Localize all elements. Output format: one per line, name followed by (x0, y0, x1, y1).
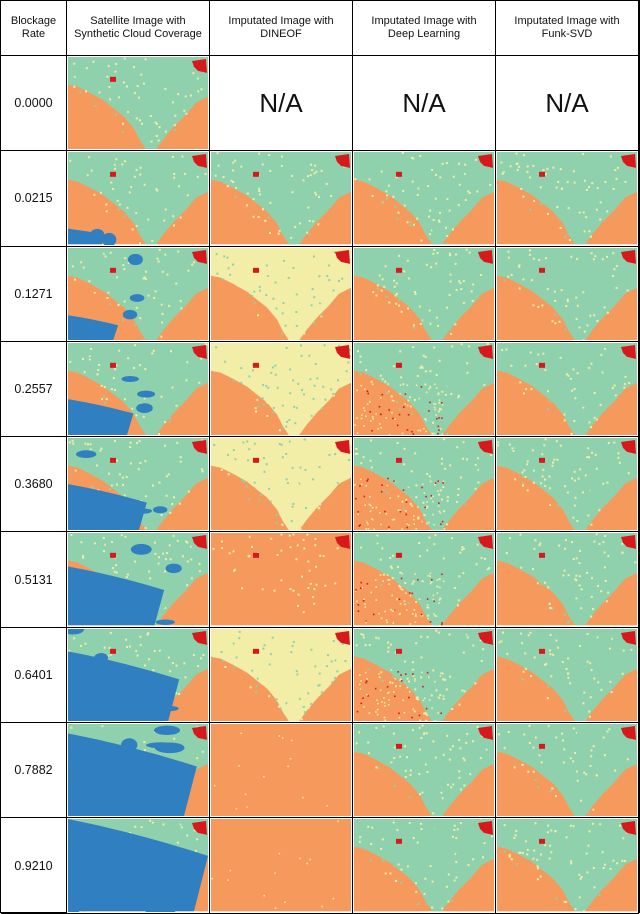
blockage-rate-value: 0.6401 (1, 627, 67, 724)
funk-svd-image-graphic (497, 533, 637, 626)
deep-learning-image (353, 627, 496, 724)
funk-svd-image (496, 818, 639, 914)
header-blockage-rate: Blockage Rate (1, 1, 67, 56)
dineof-image-graphic (211, 819, 351, 912)
funk-svd-image (496, 627, 639, 724)
funk-svd-image-graphic (497, 247, 637, 340)
satellite-map-graphic (68, 57, 208, 150)
dineof-image-graphic (211, 438, 351, 531)
satellite-map-graphic (68, 342, 208, 436)
blockage-rate-value: 0.2557 (1, 341, 67, 438)
satellite-image (67, 627, 210, 724)
funk-svd-image (496, 246, 639, 342)
satellite-map-graphic (68, 819, 208, 912)
blockage-rate-value: 0.0000 (1, 56, 67, 152)
dineof-image-graphic (211, 533, 351, 626)
dineof-image (210, 437, 353, 533)
deep-learning-image (353, 532, 496, 628)
satellite-map-graphic (68, 247, 208, 340)
satellite-image (67, 437, 210, 533)
funk-svd-image (496, 437, 639, 533)
blockage-rate-value: 0.5131 (1, 532, 67, 628)
dineof-image-graphic (211, 247, 351, 340)
deep-learning-image-graphic (354, 247, 494, 340)
funk-svd-image-graphic (497, 342, 637, 436)
dineof-image-graphic (211, 628, 351, 722)
dineof-image-graphic (211, 342, 351, 436)
header-funk-svd: Imputated Image with Funk-SVD (496, 1, 639, 56)
deep-learning-image-graphic (354, 819, 494, 912)
satellite-map-graphic (68, 533, 208, 626)
dineof-image-graphic (211, 152, 351, 245)
funk-svd-image-na: N/A (496, 56, 639, 152)
deep-learning-image (353, 723, 496, 819)
satellite-image (67, 151, 210, 247)
satellite-map-graphic (68, 152, 208, 245)
deep-learning-image (353, 151, 496, 247)
deep-learning-image-graphic (354, 628, 494, 722)
blockage-rate-value: 0.9210 (1, 818, 67, 914)
deep-learning-image (353, 246, 496, 342)
dineof-image (210, 818, 353, 914)
funk-svd-image (496, 723, 639, 819)
dineof-image (210, 246, 353, 342)
blockage-rate-value: 0.7882 (1, 723, 67, 819)
funk-svd-image (496, 341, 639, 438)
satellite-image (67, 532, 210, 628)
satellite-image (67, 56, 210, 152)
blockage-rate-value: 0.0215 (1, 151, 67, 247)
dineof-image (210, 151, 353, 247)
funk-svd-image (496, 151, 639, 247)
dineof-image-na: N/A (210, 56, 353, 152)
satellite-map-graphic (68, 628, 208, 722)
deep-learning-image-graphic (354, 152, 494, 245)
funk-svd-image-graphic (497, 152, 637, 245)
satellite-image (67, 818, 210, 914)
funk-svd-image-graphic (497, 628, 637, 722)
header-satellite-image: Satellite Image with Synthetic Cloud Cov… (67, 1, 210, 56)
dineof-image (210, 627, 353, 724)
deep-learning-image-graphic (354, 533, 494, 626)
deep-learning-image-graphic (354, 724, 494, 817)
blockage-rate-value: 0.3680 (1, 437, 67, 533)
satellite-image (67, 246, 210, 342)
header-deep-learning: Imputated Image with Deep Learning (353, 1, 496, 56)
satellite-map-graphic (68, 438, 208, 531)
header-dineof: Imputated Image with DINEOF (210, 1, 353, 56)
funk-svd-image (496, 532, 639, 628)
funk-svd-image-graphic (497, 438, 637, 531)
funk-svd-image-graphic (497, 819, 637, 912)
deep-learning-image-graphic (354, 342, 494, 436)
deep-learning-image-graphic (354, 438, 494, 531)
satellite-image (67, 341, 210, 438)
deep-learning-image (353, 437, 496, 533)
funk-svd-image-graphic (497, 724, 637, 817)
deep-learning-image (353, 818, 496, 914)
satellite-image (67, 723, 210, 819)
blockage-rate-value: 0.1271 (1, 246, 67, 342)
satellite-map-graphic (68, 724, 208, 817)
dineof-image (210, 341, 353, 438)
dineof-image (210, 532, 353, 628)
deep-learning-image-na: N/A (353, 56, 496, 152)
dineof-image (210, 723, 353, 819)
deep-learning-image (353, 341, 496, 438)
dineof-image-graphic (211, 724, 351, 817)
